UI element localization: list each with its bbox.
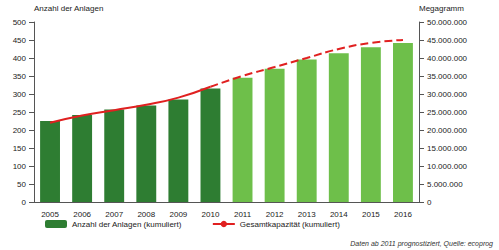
svg-text:2011: 2011 <box>234 210 252 219</box>
svg-text:25.000.000: 25.000.000 <box>427 108 468 117</box>
svg-text:200: 200 <box>13 126 27 135</box>
svg-text:Anzahl der Anlagen: Anzahl der Anlagen <box>34 4 103 13</box>
svg-text:2015: 2015 <box>362 210 380 219</box>
svg-text:50.000.000: 50.000.000 <box>427 18 468 27</box>
svg-text:10.000.000: 10.000.000 <box>427 162 468 171</box>
svg-text:2012: 2012 <box>266 210 284 219</box>
svg-text:20.000.000: 20.000.000 <box>427 126 468 135</box>
svg-text:2010: 2010 <box>202 210 220 219</box>
svg-text:2005: 2005 <box>41 210 59 219</box>
svg-text:35.000.000: 35.000.000 <box>427 72 468 81</box>
svg-text:Gesamtkapazität (kumuliert): Gesamtkapazität (kumuliert) <box>240 220 340 229</box>
svg-text:45.000.000: 45.000.000 <box>427 36 468 45</box>
svg-text:50: 50 <box>17 180 26 189</box>
svg-text:400: 400 <box>13 54 27 63</box>
svg-text:5.000.000: 5.000.000 <box>427 180 463 189</box>
svg-text:500: 500 <box>13 18 27 27</box>
svg-text:350: 350 <box>13 72 27 81</box>
svg-text:250: 250 <box>13 108 27 117</box>
svg-text:150: 150 <box>13 144 27 153</box>
svg-text:2014: 2014 <box>330 210 348 219</box>
svg-text:40.000.000: 40.000.000 <box>427 54 468 63</box>
svg-text:15.000.000: 15.000.000 <box>427 144 468 153</box>
svg-text:Anzahl der Anlagen (kumuliert): Anzahl der Anlagen (kumuliert) <box>72 220 182 229</box>
svg-text:2013: 2013 <box>298 210 316 219</box>
svg-text:0: 0 <box>427 198 432 207</box>
svg-text:2007: 2007 <box>105 210 123 219</box>
svg-text:2009: 2009 <box>169 210 187 219</box>
svg-text:Megagramm: Megagramm <box>419 4 464 13</box>
svg-text:30.000.000: 30.000.000 <box>427 90 468 99</box>
svg-text:300: 300 <box>13 90 27 99</box>
svg-text:2008: 2008 <box>137 210 155 219</box>
svg-text:Daten ab 2011 prognostiziert,: Daten ab 2011 prognostiziert, Quelle: ec… <box>350 240 493 248</box>
svg-text:450: 450 <box>13 36 27 45</box>
svg-text:0: 0 <box>22 198 27 207</box>
svg-text:2016: 2016 <box>394 210 412 219</box>
svg-text:2006: 2006 <box>73 210 91 219</box>
svg-text:100: 100 <box>13 162 27 171</box>
